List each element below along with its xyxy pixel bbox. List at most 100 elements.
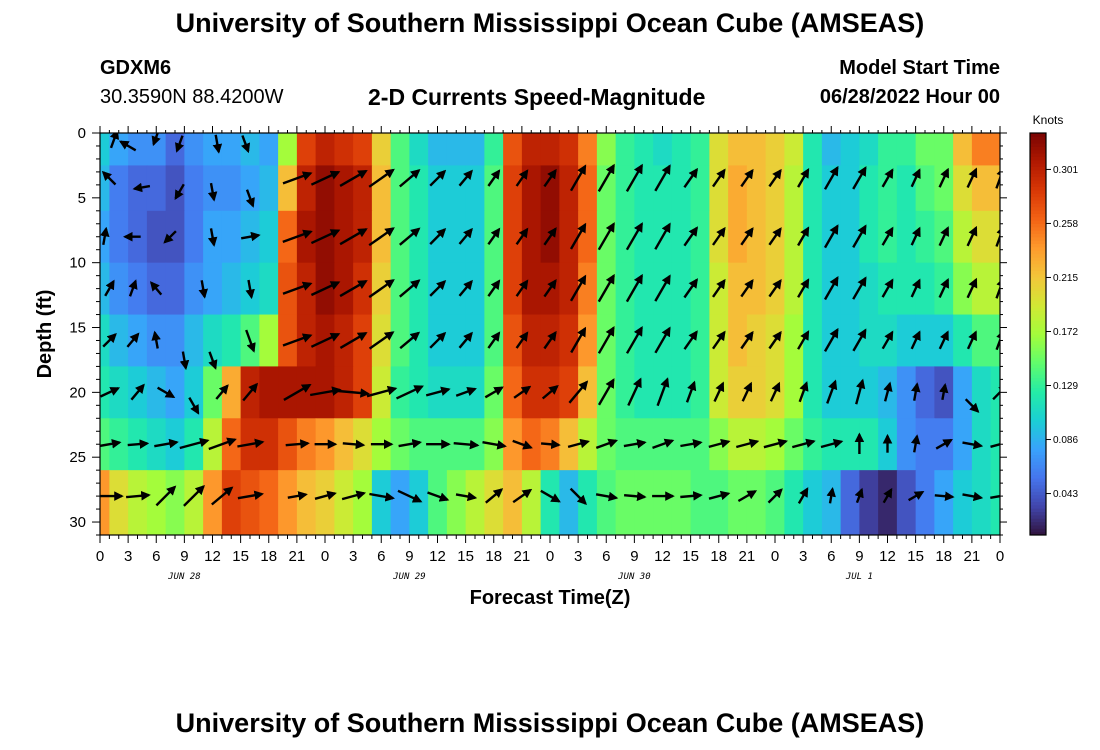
current-vector-arrow	[102, 332, 117, 348]
current-vector-arrow	[768, 227, 782, 246]
current-vector-arrow	[962, 491, 984, 502]
colorbar-segment	[1030, 367, 1046, 372]
colorbar-segment	[1030, 401, 1046, 405]
colorbar-segment	[1030, 253, 1046, 258]
heat-cell	[915, 133, 935, 167]
current-vector-arrow	[339, 332, 368, 349]
heat-cell	[503, 262, 523, 316]
x-axis: 0 3 6 9 12 15 18 21 0 3 6 9 12 15 18 21 0 3 6 9 12 15 18 21 0 3 6 9…	[96, 126, 1004, 582]
heat-cell	[971, 314, 992, 368]
current-vector-arrow	[100, 387, 121, 398]
heat-cell	[784, 418, 804, 471]
heat-cell	[690, 133, 710, 167]
heat-cell	[840, 165, 860, 212]
current-vector-arrow	[934, 491, 955, 501]
current-vector-arrow	[543, 330, 557, 350]
x-tick-label: 15	[232, 548, 249, 565]
current-vector-arrow	[852, 276, 867, 300]
current-vector-arrow	[212, 134, 223, 154]
heat-cell	[953, 418, 973, 471]
heat-cell	[503, 133, 523, 167]
heat-cell	[278, 165, 298, 212]
current-vector-arrow	[791, 438, 816, 449]
current-vector-arrow	[797, 330, 810, 350]
current-vector-arrow	[126, 332, 140, 348]
current-vector-arrow	[964, 398, 980, 413]
current-vector-arrow	[339, 169, 368, 187]
colorbar-segment	[1030, 354, 1046, 358]
heat-cell	[671, 210, 692, 264]
colorbar-segment	[1030, 330, 1046, 335]
current-vector-arrow	[482, 440, 507, 450]
current-vector-arrow	[767, 488, 783, 504]
heat-cell	[578, 366, 598, 419]
current-vector-arrow	[237, 490, 264, 501]
current-vector-arrow	[883, 381, 893, 402]
heat-cell	[915, 366, 935, 419]
current-vector-arrow	[595, 438, 619, 450]
heat-cell	[428, 470, 448, 535]
heat-cell	[296, 133, 317, 167]
y-tick-label: 15	[69, 320, 86, 337]
colorbar-tick-label: 0.086	[1053, 435, 1078, 446]
current-vector-arrow	[208, 351, 218, 370]
current-vector-arrow	[487, 331, 501, 349]
model-start-value: 06/28/2022 Hour 00	[819, 86, 1000, 108]
current-vector-arrow	[569, 274, 587, 302]
x-tick-label: 6	[827, 548, 835, 565]
x-tick-label: 0	[771, 548, 779, 565]
current-vector-arrow	[368, 227, 395, 247]
heat-cell	[390, 314, 410, 368]
colorbar-segment	[1030, 488, 1046, 492]
colorbar-segment	[1030, 297, 1046, 301]
current-vector-arrow	[823, 327, 839, 352]
current-vector-arrow	[597, 326, 615, 354]
heat-cell	[859, 314, 879, 368]
current-vector-arrow	[910, 434, 921, 453]
heat-cell	[896, 210, 917, 264]
heat-cell	[128, 262, 148, 316]
heat-cell	[296, 470, 317, 535]
colorbar-segment	[1030, 263, 1046, 268]
heat-cell	[109, 210, 129, 264]
current-vector-arrow	[939, 383, 949, 401]
current-vector-arrow	[654, 164, 671, 192]
heat-cell	[409, 262, 429, 316]
heat-cell	[746, 470, 767, 535]
colorbar-segment	[1030, 280, 1046, 285]
heat-cell	[859, 262, 879, 316]
current-vector-arrow	[907, 490, 925, 502]
heat-cell	[915, 210, 935, 264]
current-vector-arrow	[992, 384, 1000, 401]
heat-cell	[803, 210, 823, 264]
heat-cell	[728, 133, 748, 167]
colorbar-tick-label: 0.215	[1053, 273, 1078, 284]
colorbar-segment	[1030, 370, 1046, 375]
heat-cell	[615, 165, 635, 212]
heat-cell	[371, 470, 392, 535]
current-vector-arrow	[310, 281, 341, 297]
heat-cell	[578, 210, 598, 264]
current-vector-arrow	[683, 226, 698, 247]
colorbar-segment	[1030, 501, 1046, 506]
colorbar-segment	[1030, 498, 1046, 502]
current-vector-arrow	[369, 492, 395, 502]
current-vector-arrow	[823, 224, 839, 249]
colorbar-segment	[1030, 323, 1046, 328]
heat-cell	[278, 133, 298, 167]
heat-cell	[596, 133, 617, 167]
current-vector-arrow	[910, 226, 921, 246]
current-vector-arrow	[130, 383, 145, 401]
heat-cell	[465, 470, 485, 535]
heat-cell	[653, 470, 673, 535]
current-vector-arrow	[881, 330, 894, 350]
heat-cell	[109, 470, 129, 535]
colorbar-title: Knots	[1033, 113, 1064, 127]
colorbar-segment	[1030, 447, 1046, 452]
heat-cell	[221, 314, 242, 368]
heat-cell	[634, 165, 654, 212]
heat-cell	[259, 314, 279, 368]
current-vectors	[100, 133, 1000, 507]
heat-cell	[746, 210, 767, 264]
current-vector-arrow	[484, 386, 504, 399]
